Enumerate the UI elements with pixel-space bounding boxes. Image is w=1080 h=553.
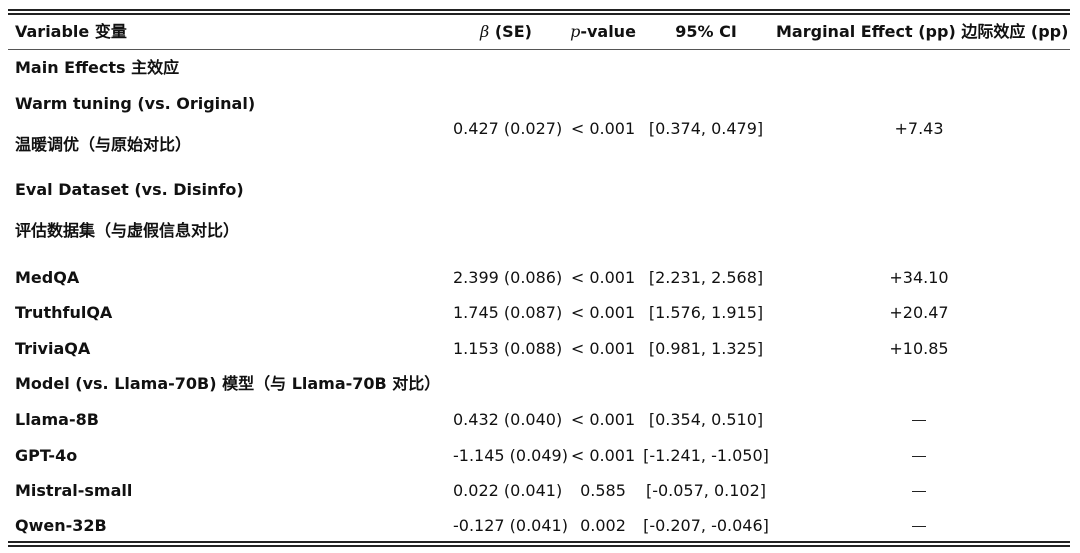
header-rule — [8, 49, 1070, 50]
llama8b-beta: 0.432 (0.040) — [453, 410, 563, 429]
warm-p: < 0.001 — [570, 119, 636, 138]
gpt4o-ci: [-1.241, -1.050] — [643, 446, 769, 465]
llama8b-ci: [0.354, 0.510] — [648, 410, 764, 429]
row-llama8b-label: Llama-8B — [15, 410, 99, 429]
medqa-beta: 2.399 (0.086) — [453, 268, 563, 287]
mistral-ci: [-0.057, 0.102] — [645, 481, 767, 500]
section-main-effects: Main Effects 主效应 — [15, 58, 180, 77]
row-truthfulqa-label: TruthfulQA — [15, 303, 113, 322]
section-eval-en: Eval Dataset (vs. Disinfo) — [15, 180, 244, 199]
header-marginal: Marginal Effect (pp) 边际效应 (pp) — [776, 22, 1069, 41]
triviaqa-beta: 1.153 (0.088) — [453, 339, 563, 358]
table-top-rule-inner — [8, 13, 1070, 15]
table-bottom-rule-inner — [8, 545, 1070, 547]
row-medqa-label: MedQA — [15, 268, 80, 287]
header-beta: β (SE) — [453, 22, 559, 42]
header-ci: 95% CI — [675, 22, 737, 41]
section-eval-zh: 评估数据集（与虚假信息对比） — [15, 221, 240, 240]
beta-symbol: β — [480, 22, 490, 41]
warm-ci: [0.374, 0.479] — [648, 119, 764, 138]
row-warm-label-zh: 温暖调优（与原始对比） — [15, 135, 192, 154]
row-warm-label-en: Warm tuning (vs. Original) — [15, 94, 256, 113]
warm-beta: 0.427 (0.027) — [453, 119, 563, 138]
medqa-me: +34.10 — [889, 268, 949, 287]
p-rest: -value — [580, 22, 636, 41]
llama8b-p: < 0.001 — [570, 410, 636, 429]
mistral-beta: 0.022 (0.041) — [453, 481, 563, 500]
triviaqa-me: +10.85 — [889, 339, 949, 358]
truthfulqa-beta: 1.745 (0.087) — [453, 303, 563, 322]
table-bottom-rule — [8, 541, 1070, 543]
header-variable: Variable 变量 — [15, 22, 127, 41]
triviaqa-ci: [0.981, 1.325] — [648, 339, 764, 358]
medqa-ci: [2.231, 2.568] — [648, 268, 764, 287]
row-gpt4o-label: GPT-4o — [15, 446, 78, 465]
row-mistral-label: Mistral-small — [15, 481, 133, 500]
llama8b-me-dash — [776, 410, 1062, 430]
qwen-me-dash — [776, 516, 1062, 536]
triviaqa-p: < 0.001 — [570, 339, 636, 358]
medqa-p: < 0.001 — [570, 268, 636, 287]
qwen-beta: -0.127 (0.041) — [453, 516, 568, 535]
truthfulqa-ci: [1.576, 1.915] — [648, 303, 764, 322]
p-symbol: p — [570, 22, 581, 41]
truthfulqa-me: +20.47 — [889, 303, 949, 322]
gpt4o-p: < 0.001 — [570, 446, 636, 465]
mistral-p: 0.585 — [580, 481, 626, 500]
row-triviaqa-label: TriviaQA — [15, 339, 91, 358]
header-pvalue: p-value — [566, 22, 640, 42]
warm-me: +7.43 — [894, 119, 944, 138]
qwen-ci: [-0.207, -0.046] — [643, 516, 769, 535]
row-qwen-label: Qwen-32B — [15, 516, 107, 535]
gpt4o-me-dash — [776, 446, 1062, 466]
mistral-me-dash — [776, 481, 1062, 501]
qwen-p: 0.002 — [580, 516, 626, 535]
truthfulqa-p: < 0.001 — [570, 303, 636, 322]
section-model: Model (vs. Llama-70B) 模型（与 Llama-70B 对比） — [15, 374, 441, 393]
gpt4o-beta: -1.145 (0.049) — [453, 446, 568, 465]
table-top-rule — [8, 9, 1070, 11]
beta-rest: (SE) — [489, 22, 532, 41]
